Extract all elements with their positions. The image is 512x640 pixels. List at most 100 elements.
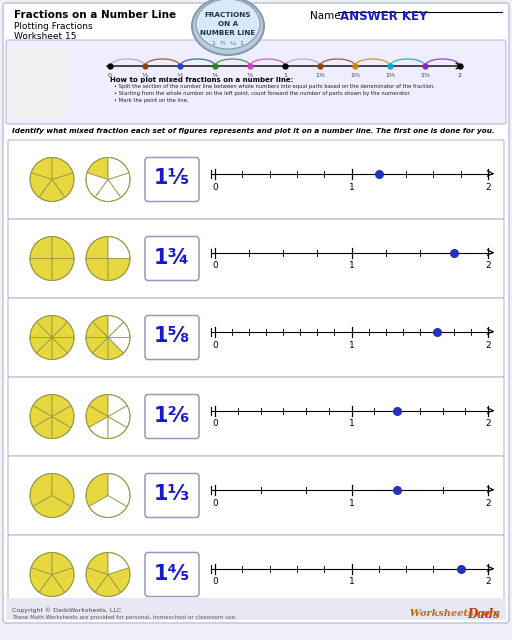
Text: 1⅕: 1⅕: [315, 73, 325, 78]
Wedge shape: [108, 406, 130, 428]
Text: How to plot mixed fractions on a number line:: How to plot mixed fractions on a number …: [110, 77, 293, 83]
Wedge shape: [108, 259, 130, 280]
Text: Plotting Fractions: Plotting Fractions: [14, 22, 93, 31]
Wedge shape: [108, 337, 130, 353]
Text: 1⅘: 1⅘: [420, 73, 430, 78]
Text: 0: 0: [212, 340, 218, 349]
Text: 1: 1: [349, 182, 354, 191]
Wedge shape: [31, 157, 52, 179]
Wedge shape: [86, 322, 108, 337]
FancyBboxPatch shape: [145, 237, 199, 280]
Text: 1  ½  ¾  1: 1 ½ ¾ 1: [212, 40, 244, 45]
Wedge shape: [30, 173, 52, 197]
Wedge shape: [30, 322, 52, 337]
Wedge shape: [52, 316, 68, 337]
Wedge shape: [30, 237, 52, 259]
Wedge shape: [52, 552, 73, 575]
Wedge shape: [30, 337, 52, 353]
Text: ⅕: ⅕: [142, 73, 148, 78]
FancyBboxPatch shape: [8, 535, 504, 614]
Wedge shape: [108, 322, 130, 337]
Text: 0: 0: [212, 419, 218, 429]
Wedge shape: [36, 337, 52, 360]
Text: 1: 1: [349, 499, 354, 508]
Wedge shape: [87, 157, 108, 179]
Wedge shape: [87, 552, 108, 575]
FancyBboxPatch shape: [145, 157, 199, 202]
Wedge shape: [30, 474, 52, 506]
Wedge shape: [52, 337, 74, 353]
Wedge shape: [86, 568, 108, 592]
Text: Worksheet 15: Worksheet 15: [14, 32, 76, 41]
FancyBboxPatch shape: [8, 140, 504, 219]
FancyBboxPatch shape: [8, 219, 504, 298]
Wedge shape: [33, 394, 52, 417]
Text: • Split the section of the number line between whole numbers into equal parts ba: • Split the section of the number line b…: [114, 84, 435, 89]
Text: 2: 2: [458, 73, 462, 78]
FancyBboxPatch shape: [145, 552, 199, 596]
Text: 2: 2: [485, 340, 491, 349]
Text: • Starting from the whole number on the left point, count forward the number of : • Starting from the whole number on the …: [114, 91, 411, 96]
Wedge shape: [52, 157, 73, 179]
Wedge shape: [31, 552, 52, 575]
Wedge shape: [108, 157, 129, 179]
Wedge shape: [108, 337, 123, 360]
Text: 2: 2: [485, 182, 491, 191]
FancyBboxPatch shape: [145, 474, 199, 518]
Wedge shape: [39, 179, 65, 202]
Wedge shape: [52, 259, 74, 280]
Wedge shape: [52, 322, 74, 337]
Wedge shape: [52, 568, 74, 592]
Text: Dads: Dads: [467, 607, 500, 621]
Wedge shape: [108, 568, 130, 592]
Ellipse shape: [196, 0, 260, 49]
Text: ON A: ON A: [218, 21, 238, 27]
Text: 1¾: 1¾: [154, 248, 190, 268]
Text: NUMBER LINE: NUMBER LINE: [200, 30, 255, 36]
FancyBboxPatch shape: [145, 316, 199, 360]
Text: ⅗: ⅗: [212, 73, 218, 78]
Wedge shape: [89, 495, 127, 518]
Wedge shape: [86, 406, 108, 428]
Text: 1: 1: [283, 73, 287, 78]
Wedge shape: [108, 394, 127, 417]
Wedge shape: [52, 394, 71, 417]
Text: 2: 2: [485, 419, 491, 429]
Wedge shape: [33, 495, 71, 518]
Wedge shape: [30, 406, 52, 428]
Text: Name:: Name:: [310, 11, 344, 21]
Text: Fractions on a Number Line: Fractions on a Number Line: [14, 10, 176, 20]
Wedge shape: [95, 179, 121, 202]
Text: FRACTIONS: FRACTIONS: [205, 12, 251, 18]
Wedge shape: [108, 237, 130, 259]
Text: 1⅕: 1⅕: [154, 168, 190, 189]
Wedge shape: [52, 237, 74, 259]
Wedge shape: [36, 316, 52, 337]
Wedge shape: [93, 337, 108, 360]
Text: • Mark the point on the line.: • Mark the point on the line.: [114, 98, 188, 103]
Text: 0: 0: [108, 73, 112, 78]
Text: 2: 2: [485, 262, 491, 271]
Text: 1⅗: 1⅗: [385, 73, 395, 78]
Text: 2: 2: [485, 577, 491, 586]
Wedge shape: [108, 474, 130, 506]
Wedge shape: [108, 316, 123, 337]
Wedge shape: [52, 474, 74, 506]
Text: Copyright © DadsWorksheets, LLC: Copyright © DadsWorksheets, LLC: [12, 607, 121, 613]
Text: 0: 0: [212, 182, 218, 191]
Text: 0: 0: [212, 262, 218, 271]
Text: 1⅘: 1⅘: [154, 563, 190, 584]
Wedge shape: [33, 417, 52, 438]
Text: 1: 1: [349, 577, 354, 586]
FancyBboxPatch shape: [8, 377, 504, 456]
Wedge shape: [86, 337, 108, 353]
Text: 1⅖: 1⅖: [350, 73, 360, 78]
Text: These Math Worksheets are provided for personal, homeschool or classroom use.: These Math Worksheets are provided for p…: [12, 614, 237, 620]
Wedge shape: [86, 237, 108, 259]
Text: ANSWER KEY: ANSWER KEY: [340, 10, 428, 23]
Ellipse shape: [192, 0, 264, 55]
Text: 0: 0: [212, 499, 218, 508]
Wedge shape: [52, 406, 74, 428]
Wedge shape: [108, 417, 127, 438]
Text: Worksheets.com: Worksheets.com: [376, 609, 500, 618]
